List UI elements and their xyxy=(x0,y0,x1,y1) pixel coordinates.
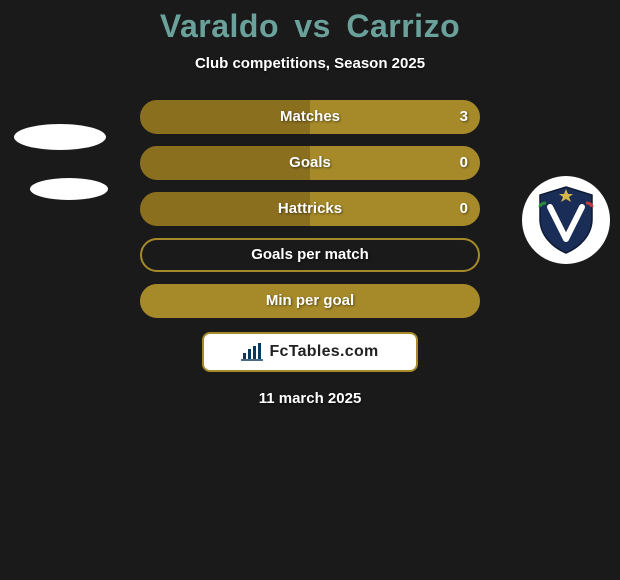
stat-bar-center xyxy=(140,238,480,272)
stat-bar-left xyxy=(140,192,310,226)
stat-bar-left xyxy=(140,100,310,134)
date-label: 11 march 2025 xyxy=(0,390,620,407)
player2-name: Carrizo xyxy=(346,8,460,44)
stat-bar-left xyxy=(140,146,310,180)
watermark-text: FcTables.com xyxy=(269,343,378,361)
stat-bar-right xyxy=(310,100,480,134)
watermark-badge: FcTables.com xyxy=(202,332,418,372)
stat-row: Min per goal xyxy=(0,284,620,318)
stat-row: Goals per match xyxy=(0,238,620,272)
player1-badge-placeholder xyxy=(14,124,106,150)
stat-value-right: 0 xyxy=(460,146,468,180)
stat-row: 0Goals xyxy=(0,146,620,180)
subtitle: Club competitions, Season 2025 xyxy=(0,55,620,72)
page-title: Varaldo vs Carrizo xyxy=(0,8,620,45)
title-vs: vs xyxy=(294,8,331,44)
stat-bar-right xyxy=(310,146,480,180)
comparison-card: Varaldo vs Carrizo Club competitions, Se… xyxy=(0,0,620,407)
shield-icon xyxy=(534,185,598,255)
player1-badge-placeholder-2 xyxy=(30,178,108,200)
player2-club-crest xyxy=(522,176,610,264)
stat-bar-right xyxy=(310,192,480,226)
stat-bar-center xyxy=(140,284,480,318)
player1-name: Varaldo xyxy=(160,8,279,44)
stat-value-right: 0 xyxy=(460,192,468,226)
stat-value-right: 3 xyxy=(460,100,468,134)
bar-chart-icon xyxy=(241,343,263,361)
